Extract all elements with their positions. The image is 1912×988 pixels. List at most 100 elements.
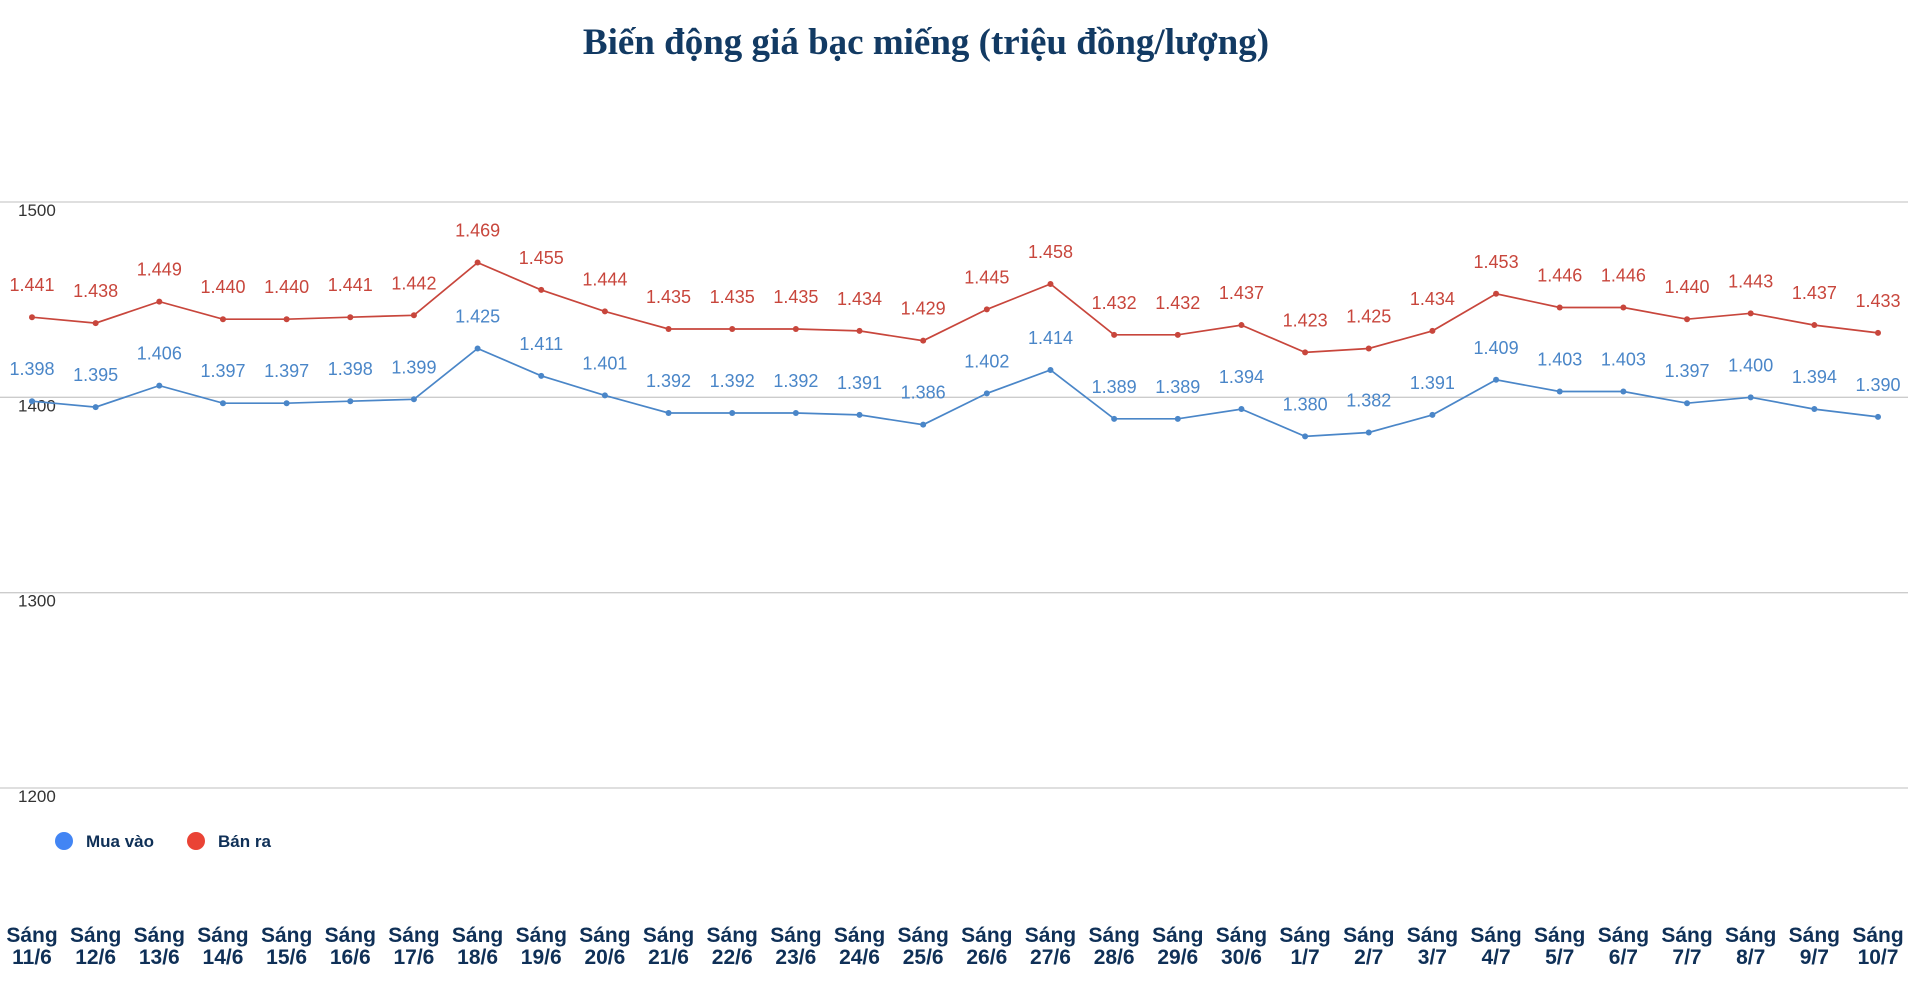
- x-tick-line-1: Sáng: [452, 924, 503, 947]
- data-point: [1238, 322, 1245, 329]
- data-point: [665, 409, 672, 416]
- data-label: 1.382: [1346, 390, 1391, 410]
- legend-item-ban-ra: Bán ra: [187, 832, 271, 851]
- data-point: [1684, 316, 1691, 323]
- x-tick-label: Sáng 28/6: [1088, 924, 1139, 969]
- x-tick-line-1: Sáng: [1725, 924, 1776, 947]
- data-label: 1.441: [328, 275, 373, 295]
- data-point: [792, 325, 799, 332]
- x-tick-label: Sáng 23/6: [770, 924, 821, 969]
- y-tick-label-1300: 1300: [18, 592, 56, 611]
- x-tick-line-1: Sáng: [961, 924, 1012, 947]
- y-tick-label-1200: 1200: [18, 787, 56, 806]
- data-point: [601, 308, 608, 315]
- data-point: [538, 372, 545, 379]
- x-tick-line-1: Sáng: [643, 924, 694, 947]
- x-tick-label: Sáng 26/6: [961, 924, 1012, 969]
- data-point: [1556, 304, 1563, 311]
- data-label: 1.394: [1219, 367, 1264, 387]
- x-tick-line-2: 20/6: [584, 946, 625, 969]
- data-point: [729, 409, 736, 416]
- x-tick-line-1: Sáng: [1025, 924, 1076, 947]
- x-tick-label: Sáng 25/6: [898, 924, 949, 969]
- data-point: [1047, 366, 1054, 373]
- x-tick-label: Sáng 4/7: [1470, 924, 1521, 969]
- data-label: 1.394: [1792, 367, 1837, 387]
- x-tick-label: Sáng 14/6: [197, 924, 248, 969]
- data-label: 1.397: [1665, 361, 1710, 381]
- x-tick-line-2: 12/6: [75, 946, 116, 969]
- x-tick-line-2: 3/7: [1418, 946, 1447, 969]
- legend-marker-icon: [55, 832, 73, 850]
- data-label: 1.401: [582, 353, 627, 373]
- x-tick-line-2: 24/6: [839, 946, 880, 969]
- data-label: 1.425: [455, 307, 500, 327]
- data-point: [1811, 322, 1818, 329]
- data-point: [1365, 345, 1372, 352]
- x-tick-line-2: 18/6: [457, 946, 498, 969]
- data-point: [29, 398, 35, 405]
- x-tick-line-2: 5/7: [1545, 946, 1574, 969]
- data-label: 1.440: [200, 277, 245, 297]
- data-label: 1.400: [1728, 355, 1773, 375]
- x-tick-label: Sáng 10/7: [1852, 924, 1903, 969]
- data-point: [1174, 331, 1181, 338]
- x-tick-line-2: 9/7: [1800, 946, 1829, 969]
- x-tick-line-1: Sáng: [325, 924, 376, 947]
- legend: Mua vào Bán ra: [55, 832, 271, 851]
- x-tick-line-1: Sáng: [1789, 924, 1840, 947]
- data-point: [1365, 429, 1372, 436]
- data-point: [283, 316, 290, 323]
- x-tick-line-2: 19/6: [521, 946, 562, 969]
- data-label: 1.402: [964, 351, 1009, 371]
- data-point: [1111, 415, 1118, 422]
- x-tick-label: Sáng 22/6: [707, 924, 758, 969]
- data-point: [1047, 281, 1054, 288]
- data-point: [1302, 349, 1309, 356]
- x-tick-line-1: Sáng: [1088, 924, 1139, 947]
- x-tick-line-1: Sáng: [388, 924, 439, 947]
- x-tick-line-2: 27/6: [1030, 946, 1071, 969]
- x-tick-line-1: Sáng: [1598, 924, 1649, 947]
- data-label: 1.392: [646, 371, 691, 391]
- series-group: [29, 259, 1881, 440]
- x-tick-line-2: 15/6: [266, 946, 307, 969]
- x-tick-line-1: Sáng: [834, 924, 885, 947]
- data-point: [156, 298, 163, 305]
- data-point: [1493, 290, 1500, 297]
- data-point: [347, 398, 354, 405]
- data-label: 1.453: [1474, 252, 1519, 272]
- legend-item-mua-vao: Mua vào: [55, 832, 154, 851]
- x-tick-label: Sáng 27/6: [1025, 924, 1076, 969]
- data-label: 1.390: [1855, 375, 1900, 395]
- data-label: 1.392: [710, 371, 755, 391]
- x-tick-line-2: 25/6: [903, 946, 944, 969]
- data-label: 1.406: [137, 344, 182, 364]
- data-point: [92, 320, 99, 327]
- data-label: 1.432: [1155, 293, 1200, 313]
- x-tick-line-1: Sáng: [516, 924, 567, 947]
- x-tick-line-1: Sáng: [1216, 924, 1267, 947]
- data-label: 1.435: [773, 287, 818, 307]
- data-label: 1.386: [901, 383, 946, 403]
- series-line: [31, 261, 1879, 354]
- data-label: 1.398: [328, 359, 373, 379]
- data-label: 1.435: [646, 287, 691, 307]
- data-point: [1429, 327, 1436, 334]
- data-point: [856, 327, 863, 334]
- series-mua-vao: [29, 345, 1881, 440]
- data-label: 1.446: [1601, 265, 1646, 285]
- data-label: 1.423: [1283, 310, 1328, 330]
- data-label: 1.391: [1410, 373, 1455, 393]
- data-label: 1.425: [1346, 307, 1391, 327]
- data-point: [1302, 433, 1309, 440]
- x-tick-line-2: 30/6: [1221, 946, 1262, 969]
- data-label: 1.435: [710, 287, 755, 307]
- data-label: 1.441: [9, 275, 54, 295]
- data-label: 1.397: [264, 361, 309, 381]
- series-ban-ra: [29, 259, 1881, 356]
- data-point: [920, 421, 927, 428]
- data-label: 1.443: [1728, 271, 1773, 291]
